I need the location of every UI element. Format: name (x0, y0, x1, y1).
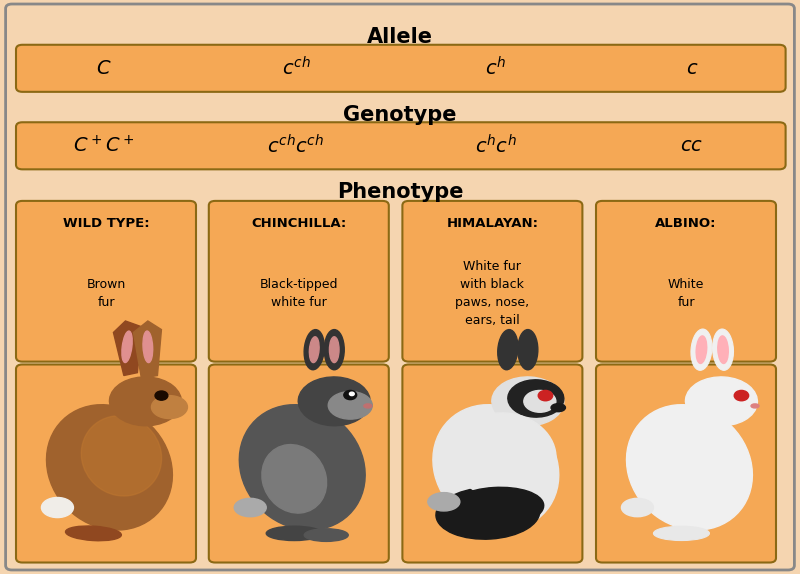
Ellipse shape (718, 336, 728, 363)
Ellipse shape (448, 487, 544, 528)
Text: Brown
fur: Brown fur (86, 278, 126, 309)
Ellipse shape (304, 529, 348, 541)
Circle shape (155, 391, 168, 400)
Ellipse shape (364, 404, 372, 408)
FancyBboxPatch shape (6, 4, 794, 570)
Ellipse shape (498, 329, 518, 370)
Ellipse shape (622, 498, 654, 517)
Text: White fur
with black
paws, nose,
ears, tail: White fur with black paws, nose, ears, t… (455, 260, 530, 327)
Text: White
fur: White fur (668, 278, 704, 309)
Ellipse shape (262, 445, 326, 513)
Ellipse shape (508, 380, 564, 417)
Text: Genotype: Genotype (343, 105, 457, 125)
Ellipse shape (492, 377, 564, 426)
Circle shape (734, 390, 749, 401)
Ellipse shape (428, 492, 460, 511)
Ellipse shape (524, 390, 556, 412)
Ellipse shape (518, 329, 538, 370)
Ellipse shape (654, 526, 710, 541)
FancyBboxPatch shape (209, 364, 389, 563)
Text: ALBINO:: ALBINO: (655, 218, 717, 230)
Ellipse shape (330, 337, 339, 363)
Text: $cc$: $cc$ (681, 136, 703, 156)
Text: WILD TYPE:: WILD TYPE: (62, 218, 150, 230)
Text: HIMALAYAN:: HIMALAYAN: (446, 218, 538, 230)
Ellipse shape (551, 404, 566, 412)
Text: Phenotype: Phenotype (337, 183, 463, 202)
Circle shape (350, 392, 354, 395)
Ellipse shape (626, 405, 752, 530)
Ellipse shape (686, 377, 758, 426)
Ellipse shape (298, 377, 370, 426)
Ellipse shape (328, 391, 372, 419)
FancyBboxPatch shape (16, 45, 786, 92)
FancyBboxPatch shape (16, 364, 196, 563)
Ellipse shape (452, 413, 556, 499)
FancyBboxPatch shape (402, 201, 582, 362)
Polygon shape (114, 321, 142, 375)
FancyBboxPatch shape (596, 364, 776, 563)
Text: $c$: $c$ (686, 59, 698, 78)
Text: $c^{h}c^{h}$: $c^{h}c^{h}$ (475, 134, 517, 157)
Ellipse shape (691, 329, 712, 370)
Circle shape (344, 390, 357, 400)
Text: Black-tipped
white fur: Black-tipped white fur (259, 278, 338, 309)
Ellipse shape (751, 404, 759, 408)
Ellipse shape (304, 329, 324, 370)
Text: $c^{ch}c^{ch}$: $c^{ch}c^{ch}$ (267, 134, 325, 157)
FancyBboxPatch shape (209, 201, 389, 362)
Ellipse shape (66, 526, 122, 541)
Ellipse shape (696, 336, 706, 363)
Ellipse shape (151, 395, 187, 418)
Ellipse shape (310, 337, 319, 363)
Text: $c^{h}$: $c^{h}$ (486, 57, 506, 80)
FancyBboxPatch shape (16, 122, 786, 169)
Ellipse shape (110, 377, 182, 426)
FancyBboxPatch shape (402, 364, 582, 563)
Ellipse shape (433, 405, 558, 530)
FancyBboxPatch shape (596, 201, 776, 362)
Ellipse shape (122, 331, 132, 363)
Ellipse shape (239, 405, 365, 530)
Ellipse shape (42, 498, 74, 518)
Ellipse shape (234, 498, 266, 517)
Ellipse shape (324, 329, 344, 370)
Text: $C$: $C$ (96, 59, 112, 78)
Ellipse shape (46, 405, 172, 530)
Text: $C^+C^+$: $C^+C^+$ (73, 135, 135, 157)
Text: $c^{ch}$: $c^{ch}$ (282, 57, 310, 80)
Text: CHINCHILLA:: CHINCHILLA: (251, 218, 346, 230)
Ellipse shape (82, 416, 162, 496)
FancyBboxPatch shape (16, 201, 196, 362)
Ellipse shape (266, 526, 322, 541)
Text: Allele: Allele (367, 28, 433, 47)
Ellipse shape (713, 329, 734, 370)
Ellipse shape (436, 487, 540, 539)
Circle shape (538, 390, 553, 401)
Polygon shape (134, 321, 162, 378)
Ellipse shape (143, 331, 153, 363)
